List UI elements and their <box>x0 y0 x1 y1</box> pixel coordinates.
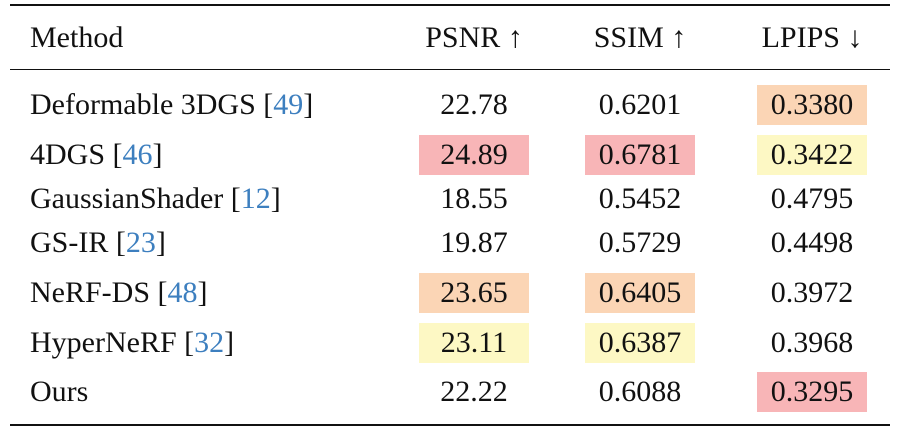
value-cell: 18.55 <box>440 182 508 215</box>
method-name: 4DGS <box>30 138 106 171</box>
method-name: Deformable 3DGS <box>30 88 256 121</box>
citation: [32] <box>184 326 235 359</box>
value-cell: 0.6088 <box>598 375 682 408</box>
method-name: GS-IR <box>30 226 109 259</box>
value-cell: 22.22 <box>440 375 508 408</box>
header-cell: Method <box>30 21 124 54</box>
value-cell: 0.5452 <box>598 182 682 215</box>
method-cell: HyperNeRF [32] <box>30 323 234 363</box>
top-rule <box>10 4 890 6</box>
method-cell: 4DGS [46] <box>30 135 163 175</box>
method-name: GaussianShader <box>30 182 224 215</box>
value-cell: 24.89 <box>419 135 529 175</box>
value-cell: 0.3295 <box>757 372 867 412</box>
header-rule <box>10 69 890 70</box>
method-name: NeRF-DS <box>30 276 151 309</box>
citation: [48] <box>157 276 208 309</box>
value-cell: 0.6405 <box>585 273 695 313</box>
bottom-rule <box>10 424 890 426</box>
value-cell: 0.6387 <box>585 323 695 363</box>
header-cell: SSIM ↑ <box>593 21 687 54</box>
value-cell: 0.3968 <box>770 326 854 359</box>
header-cell: PSNR ↑ <box>425 21 523 54</box>
method-cell: GS-IR [23] <box>30 223 166 263</box>
value-cell: 0.4498 <box>770 226 854 259</box>
method-name: Ours <box>30 375 89 408</box>
citation: [49] <box>263 88 314 121</box>
value-cell: 23.65 <box>419 273 529 313</box>
value-cell: 0.6781 <box>585 135 695 175</box>
method-cell: Ours <box>30 372 88 412</box>
method-cell: Deformable 3DGS [49] <box>30 85 313 125</box>
citation: [12] <box>230 182 281 215</box>
citation: [23] <box>115 226 166 259</box>
value-cell: 0.4795 <box>770 182 854 215</box>
value-cell: 22.78 <box>440 88 508 121</box>
header-cell: LPIPS ↓ <box>761 21 863 54</box>
value-cell: 0.3422 <box>757 135 867 175</box>
method-cell: GaussianShader [12] <box>30 179 281 219</box>
method-name: HyperNeRF <box>30 326 177 359</box>
value-cell: 19.87 <box>440 226 508 259</box>
value-cell: 0.6201 <box>598 88 682 121</box>
value-cell: 0.3972 <box>770 276 854 309</box>
citation: [46] <box>112 138 163 171</box>
value-cell: 23.11 <box>419 323 529 363</box>
value-cell: 0.5729 <box>598 226 682 259</box>
method-cell: NeRF-DS [48] <box>30 273 208 313</box>
value-cell: 0.3380 <box>757 85 867 125</box>
